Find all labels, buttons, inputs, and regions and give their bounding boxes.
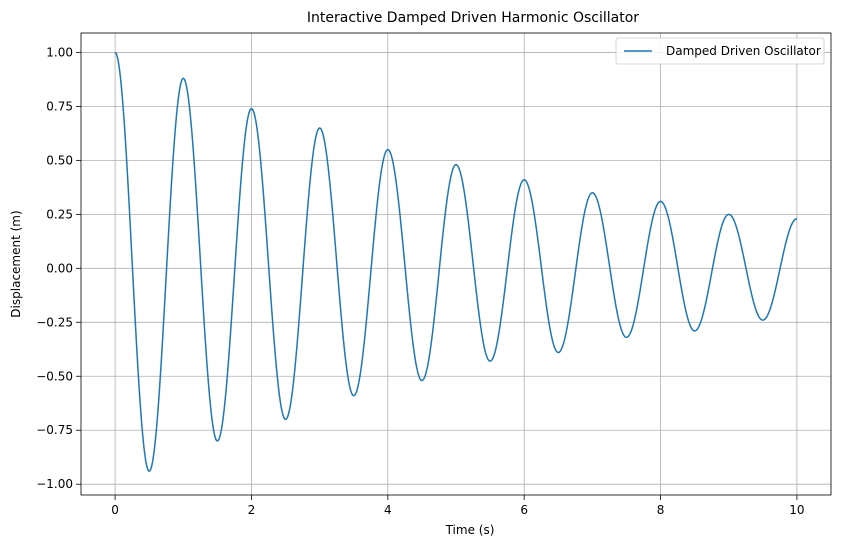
legend: Damped Driven Oscillator [615,37,825,65]
y-tick-label: −1.00 [36,477,73,491]
y-tick-label: 0.50 [46,153,73,167]
plot-area-frame [80,32,832,496]
x-tick-label: 8 [657,503,665,517]
x-tick-label: 2 [248,503,256,517]
x-tick-label: 6 [520,503,528,517]
x-tick-label: 4 [384,503,392,517]
y-tick-label: 0.25 [46,207,73,221]
y-tick-label: −0.50 [36,369,73,383]
y-tick-label: 0.75 [46,99,73,113]
x-tick-label: 0 [111,503,119,517]
y-tick-label: −0.25 [36,315,73,329]
chart-title: Interactive Damped Driven Harmonic Oscil… [307,10,639,26]
x-axis-label: Time (s) [445,523,495,537]
y-tick-label: 1.00 [46,45,73,59]
legend-box [615,37,825,65]
legend-label: Damped Driven Oscillator [666,44,821,58]
y-tick-label: 0.00 [46,261,73,275]
x-axis-ticks: 0 2 4 6 8 10 [111,495,805,517]
y-axis-label: Displacement (m) [9,210,23,317]
x-tick-label: 10 [789,503,804,517]
series-line [114,51,798,473]
y-tick-label: −0.75 [36,423,73,437]
y-axis-ticks: −1.00 −0.75 −0.50 −0.25 0.00 0.25 0.50 0.75 1.00 [36,45,81,491]
grid [81,33,831,495]
